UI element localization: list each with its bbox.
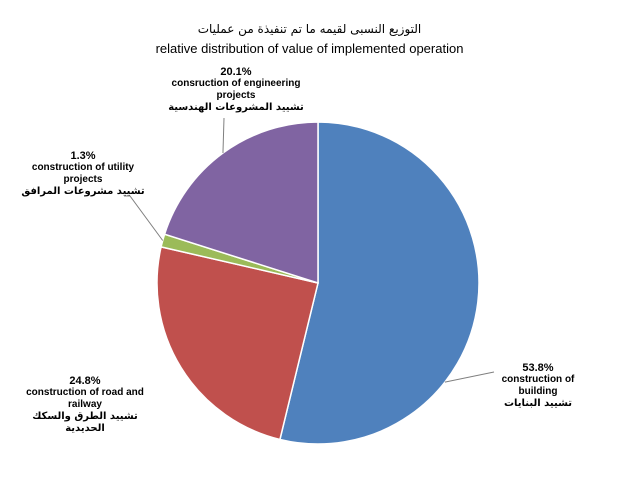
slice-label-engineering: 20.1% consruction of engineering project… [168,66,304,114]
slice-label-ar-road: تشييد الطرق والسكك الحديدية [32,411,138,434]
slice-pct-road: 24.8% [69,375,101,387]
leader-building [444,371,495,383]
leader-utility [124,195,164,241]
slice-label-ar-utility: تشييد مشروعات المرافق [21,186,145,197]
slice-pct-building: 53.8% [522,362,554,374]
slice-label-en-road: construction of road and railway [26,387,144,410]
chart-title: relative distribution of value of implem… [155,41,464,56]
slice-label-ar-engineering: تشييد المشروعات الهندسية [168,102,304,113]
slice-label-en-building: construction of building [501,374,575,397]
slice-pct-utility: 1.3% [70,150,96,162]
slice-road [156,245,319,441]
slice-label-road: 24.8% construction of road and railway ت… [12,375,158,435]
chart-title-arabic: التوزيع النسبى لقيمه ما تم تنفيذة من عمل… [197,22,422,36]
slice-pct-engineering: 20.1% [220,66,252,78]
slice-building [279,121,480,445]
slice-label-en-utility: construction of utility projects [31,162,135,185]
slice-label-building: 53.8% construction of building تشييد الب… [488,362,588,410]
leader-engineering [222,117,225,154]
slice-label-ar-building: تشييد البنايات [503,398,572,409]
slice-label-en-engineering: consruction of engineering projects [171,78,301,101]
slice-label-utility: 1.3% construction of utility projects تش… [20,150,146,198]
